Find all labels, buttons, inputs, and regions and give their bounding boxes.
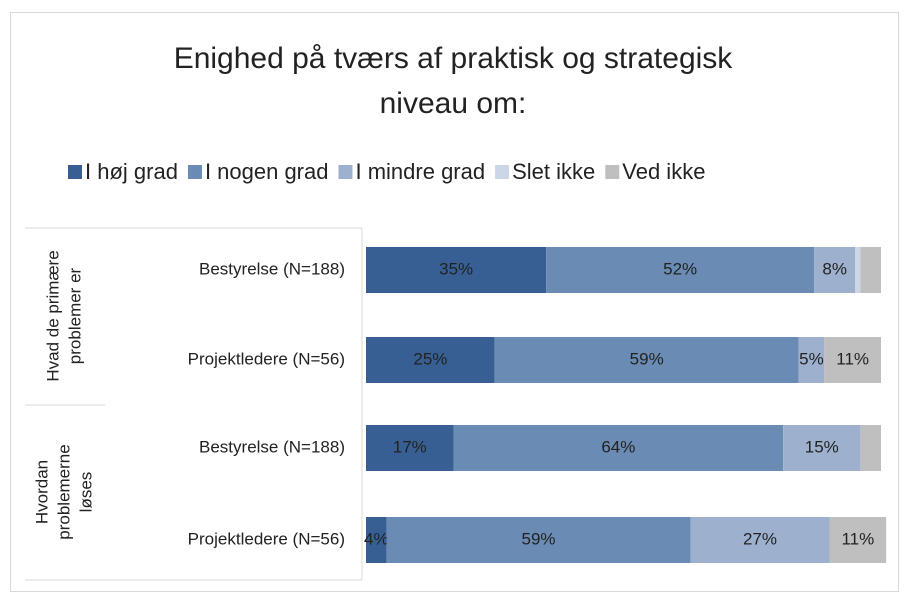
bar-segment [366,247,547,293]
bar-segment [860,247,881,293]
chart-title: niveau om: [380,87,527,120]
value-label: 11% [841,529,874,548]
group-label: Hvordan [32,460,51,524]
category-label: Bestyrelse (N=188) [199,437,345,456]
chart-title: Enighed på tværs af praktisk og strategi… [174,42,734,75]
bar-segment [824,337,881,383]
legend-label: I mindre grad [355,159,485,184]
value-label: 15% [805,437,839,456]
chart-frame [10,12,899,592]
bar-segment [386,517,691,563]
value-label: 52% [663,259,697,278]
value-label: 27% [743,529,777,548]
bar-segment [798,337,825,383]
bar-segment [783,425,861,471]
legend-swatch [338,165,353,179]
bar-segment [860,425,881,471]
bar-segment [366,425,454,471]
group-label: problemer er [65,267,84,364]
value-label: 11% [836,349,869,368]
group-label: problemerne [54,444,73,539]
bar-segment [690,517,830,563]
value-label: 17% [393,437,427,456]
group-label: Hvad de primære [43,250,62,381]
category-label: Bestyrelse (N=188) [199,259,345,278]
legend-label: I høj grad [85,159,178,184]
group-label: løses [76,472,95,513]
value-label: 59% [522,529,556,548]
value-label: 59% [630,349,664,368]
bar-segment [814,247,856,293]
legend-label: I nogen grad [205,159,329,184]
value-label: 4% [364,529,389,548]
legend-label: Slet ikke [512,159,595,184]
legend-label: Ved ikke [622,159,705,184]
category-label: Projektledere (N=56) [188,349,345,368]
bar-segment [855,247,861,293]
value-label: 64% [601,437,635,456]
value-label: 8% [822,259,847,278]
value-label: 25% [413,349,447,368]
bar-segment [366,337,495,383]
category-label: Projektledere (N=56) [188,529,345,548]
bar-segment [546,247,815,293]
bar-segment [366,517,387,563]
legend-swatch [605,165,620,179]
bar-segment [829,517,887,563]
value-label: 5% [799,349,824,368]
legend-swatch [68,165,82,179]
bar-segment [494,337,799,383]
value-label: 35% [439,259,473,278]
legend-swatch [187,165,202,179]
legend-swatch [495,165,510,179]
bar-segment [453,425,784,471]
